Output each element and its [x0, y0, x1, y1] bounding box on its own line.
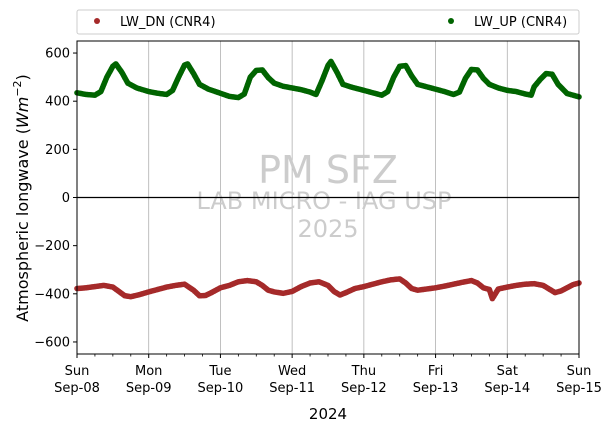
legend-frame: [76, 9, 580, 35]
x-tick-label: Sep-14: [484, 381, 530, 396]
watermark: PM SFZ LAB MICRO - IAG USP 2025: [196, 148, 451, 243]
x-axis-label: 2024: [309, 405, 347, 423]
series-lw-dn: [74, 276, 582, 302]
y-tick-label: 600: [45, 47, 70, 62]
x-tick-dow: Sat: [497, 364, 518, 379]
x-tick-dow: Tue: [208, 364, 231, 379]
x-tick-dow: Thu: [351, 364, 376, 379]
x-tick-dow: Sun: [65, 364, 90, 379]
y-axis-ticks: −600 −400 −200 0 200 400 600: [34, 47, 77, 350]
y-tick-label: −600: [34, 335, 70, 350]
x-tick-label: Sep-12: [341, 381, 387, 396]
y-axis-label-unit: Wm: [13, 97, 32, 128]
x-tick-label: Sep-08: [54, 381, 100, 396]
x-tick-dow: Fri: [428, 364, 444, 379]
legend-label-lw-up: LW_UP (CNR4): [474, 15, 567, 30]
x-tick-label: Sep-11: [269, 381, 315, 396]
y-tick-label: 0: [62, 191, 70, 206]
x-tick-label: Sep-15: [556, 381, 602, 396]
watermark-line-2: LAB MICRO - IAG USP: [196, 187, 451, 215]
x-tick-label: Sep-10: [198, 381, 244, 396]
y-axis-label-text: Atmospheric longwave (: [13, 128, 32, 322]
legend-marker-lw-up: [448, 18, 454, 24]
data-series: [74, 58, 582, 302]
x-tick-dow: Wed: [278, 364, 306, 379]
legend-marker-lw-dn: [94, 18, 100, 24]
watermark-line-1: PM SFZ: [258, 148, 398, 192]
y-axis-label-close: ): [13, 74, 32, 80]
legend: LW_DN (CNR4) LW_UP (CNR4): [76, 9, 580, 35]
x-tick-dow: Mon: [135, 364, 162, 379]
y-axis-label-exponent: −2: [11, 80, 24, 96]
x-tick-label: Sep-09: [126, 381, 172, 396]
x-axis-ticks: Sun Sep-08 Mon Sep-09 Tue Sep-10 Wed Sep-11 Thu S…: [54, 354, 602, 396]
y-axis-label: Atmospheric longwave (Wm−2): [11, 74, 32, 322]
x-tick-dow: Sun: [567, 364, 592, 379]
y-tick-label: 400: [45, 95, 70, 110]
series-lw-up: [74, 58, 582, 101]
legend-label-lw-dn: LW_DN (CNR4): [120, 15, 216, 30]
y-tick-label: −400: [34, 287, 70, 302]
x-tick-label: Sep-13: [413, 381, 459, 396]
y-tick-label: −200: [34, 239, 70, 254]
watermark-line-3: 2025: [297, 215, 358, 243]
y-tick-label: 200: [45, 143, 70, 158]
